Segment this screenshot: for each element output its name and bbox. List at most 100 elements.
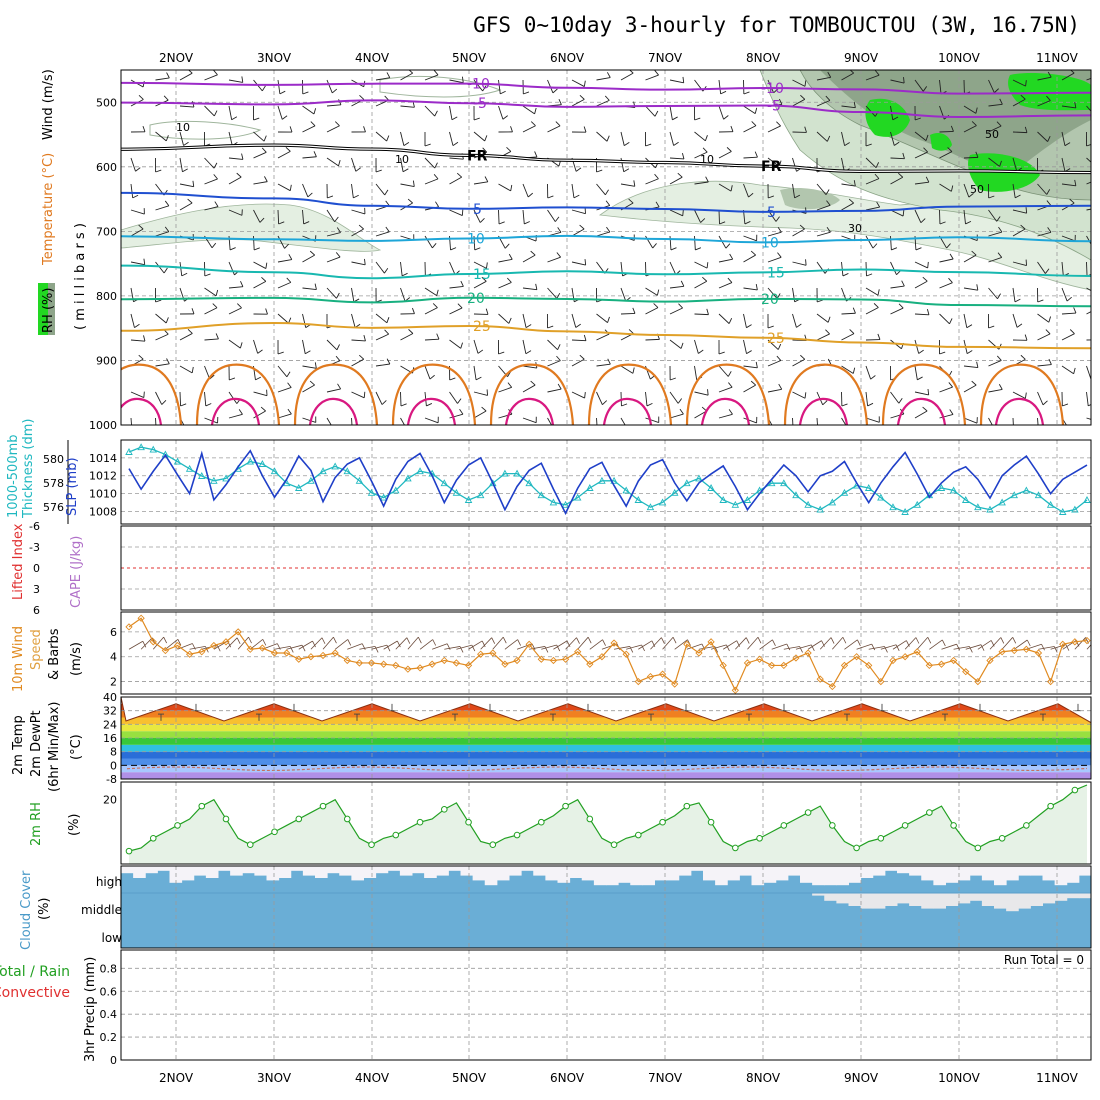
- wind-barb-flag: [923, 147, 928, 153]
- wind-barb-flag: [363, 126, 366, 133]
- wind-barb: [743, 313, 747, 328]
- wind-barb-flag: [1039, 430, 1045, 432]
- wind-barb-flag: [265, 308, 268, 315]
- wind-barb: [424, 307, 438, 315]
- wind-barb: [277, 313, 289, 324]
- cloud-high-gap: [945, 866, 959, 883]
- wind-barb: [522, 384, 536, 393]
- wind-barb-flag: [584, 259, 587, 266]
- wind-barb-flag: [948, 277, 953, 283]
- wind-barb-flag: [132, 430, 138, 432]
- thickness-marker: [210, 476, 218, 484]
- wind-barb-flag: [822, 400, 828, 406]
- temperature-contour-label: 10: [467, 231, 485, 247]
- wind-barb-flag: [238, 409, 243, 415]
- cloud-high-gap: [715, 866, 728, 886]
- wind-barb-flag: [1025, 207, 1028, 214]
- wind-barb: [963, 254, 977, 263]
- cloud-high-gap: [460, 866, 474, 876]
- wind-barb-flag: [385, 200, 390, 206]
- wind-barb: [277, 235, 285, 249]
- wind-10m-barb: [165, 638, 179, 650]
- wind-barb: [963, 209, 966, 224]
- wind-barb: [302, 254, 315, 263]
- wind-barb: [939, 79, 942, 94]
- wind-barb-flag: [461, 76, 464, 83]
- wind-barb-flag: [485, 308, 489, 315]
- date-label-bottom: 11NOV: [1036, 1071, 1078, 1085]
- lifted-index-axis-label: Lifted Index: [11, 523, 26, 600]
- wind-speed-marker: [913, 648, 921, 656]
- cloud-high-gap: [375, 866, 389, 874]
- wind-barb: [204, 391, 207, 406]
- wind-barb: [988, 257, 1002, 263]
- wind-barb: [645, 417, 659, 423]
- wind-barb: [204, 178, 218, 185]
- cloud-middle-segment: [812, 893, 825, 896]
- wind-barb: [1012, 391, 1026, 399]
- thickness-marker: [319, 467, 327, 475]
- thickness-markers: [125, 443, 1091, 515]
- wind-barb: [988, 157, 1000, 167]
- precip-total-rain-label: Total / Rain: [0, 964, 70, 980]
- cloud-middle-layer: [121, 892, 1091, 912]
- rh-label: 50: [985, 128, 999, 141]
- wind-10m-barb: [710, 644, 727, 650]
- surface-temp-contours: [121, 363, 1065, 425]
- rh-2m-marker: [174, 822, 181, 829]
- wind-barb-flag: [363, 335, 366, 342]
- wind-10m-barb: [553, 640, 568, 650]
- wind-barb-flag: [628, 426, 632, 431]
- wind-10m-barb-flag: [641, 644, 645, 652]
- wind-10m-barb: [807, 640, 822, 650]
- cloud-high-gap: [921, 866, 934, 881]
- cloud-high-gap: [351, 866, 364, 881]
- wind-barb-flag: [848, 198, 854, 204]
- wind-barb: [253, 151, 267, 159]
- wind-barb-flag: [138, 354, 144, 360]
- wind-barb: [939, 151, 953, 159]
- wind-barb-flag: [265, 262, 268, 269]
- wind-barb-flag: [431, 243, 437, 249]
- rh-2m-marker: [707, 818, 715, 826]
- wind-barb: [1037, 261, 1046, 274]
- cloud-high-gap: [157, 866, 170, 871]
- wind-barb: [1012, 183, 1016, 198]
- wind-10m-barb: [626, 644, 642, 650]
- thickness-marker: [974, 503, 982, 511]
- wind-barb-flag: [605, 189, 609, 196]
- wind-speed-marker: [901, 653, 909, 661]
- wind-barb-flag: [875, 70, 880, 76]
- wind-barb: [326, 157, 339, 167]
- wind-10m-barb-flag: [397, 640, 401, 648]
- wind-10m-barb: [541, 644, 557, 650]
- wind-barb: [326, 79, 333, 94]
- wind-barb-flag: [605, 200, 611, 206]
- wind-10m-barb: [1038, 646, 1055, 650]
- wind-10m-barb-flag: [163, 636, 168, 644]
- thickness-marker: [489, 479, 497, 487]
- run-total-label: Run Total = 0: [1004, 953, 1084, 967]
- lifted-index-tick-label: -3: [29, 541, 40, 554]
- wind-barb: [596, 391, 603, 405]
- wind-barb-flag: [213, 70, 218, 76]
- wind-barb-flag: [677, 398, 683, 404]
- wind-barb: [424, 74, 439, 81]
- wind-barb-flag: [386, 72, 391, 78]
- wind-barb-flag: [915, 247, 922, 251]
- wind-barb-flag: [407, 426, 411, 430]
- lifted-index-tick-label: 6: [33, 604, 40, 617]
- wind-barb: [816, 183, 827, 195]
- wind-barb: [914, 209, 922, 223]
- rh-2m-marker: [198, 802, 206, 810]
- wind-barb-flag: [719, 221, 726, 225]
- wind-barb-flag: [975, 151, 979, 158]
- wind-barb-flag: [673, 141, 679, 146]
- wind-barb: [473, 391, 488, 396]
- wind-barb: [890, 79, 905, 84]
- wind-barb-flag: [746, 324, 752, 329]
- wind-barb-flag: [898, 303, 904, 309]
- wind-barb: [375, 183, 386, 196]
- wind-barb-flag: [852, 307, 856, 314]
- wind-barb: [326, 388, 341, 393]
